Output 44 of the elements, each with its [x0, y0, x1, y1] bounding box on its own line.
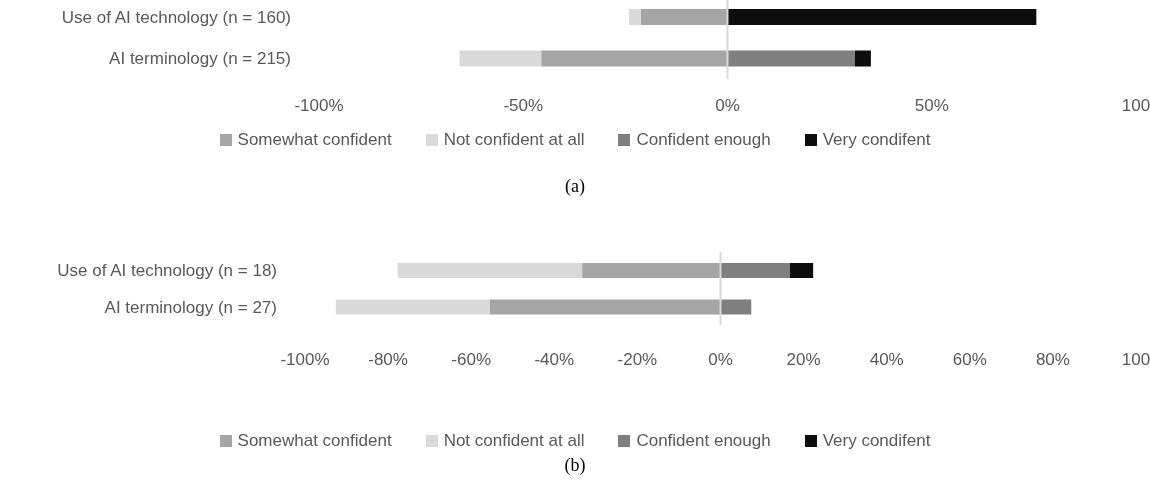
x-tick-label: -40% — [534, 350, 575, 370]
x-tick-label: 0% — [715, 96, 740, 116]
y-tick-label: Use of AI technology (n = 160) — [61, 7, 291, 27]
bar — [640, 9, 728, 25]
bar — [397, 263, 583, 278]
bar — [727, 50, 855, 67]
bar — [789, 263, 814, 278]
x-tick-label: -100% — [294, 96, 344, 116]
bar — [629, 9, 641, 25]
x-tick-label: 100 — [1121, 350, 1150, 370]
legend-label: Very condifent — [822, 431, 931, 451]
x-tick-label: -100% — [280, 350, 330, 370]
bar — [720, 263, 790, 278]
x-tick-label: -50% — [503, 96, 544, 116]
text: (a) — [564, 176, 586, 197]
x-tick-label: 50% — [914, 96, 949, 116]
x-tick-label: 40% — [869, 350, 904, 370]
x-tick-label: 60% — [952, 350, 987, 370]
x-tick-label: -80% — [368, 350, 408, 370]
y-tick-label: AI terminology (n = 215) — [109, 49, 291, 69]
text: (b) — [563, 455, 587, 476]
bar — [459, 50, 542, 67]
bar — [335, 299, 490, 315]
x-tick-label: 0% — [708, 350, 733, 370]
legend-label: Confident enough — [636, 130, 771, 150]
y-tick-label: AI terminology (n = 27) — [104, 297, 277, 317]
legend-label: Somewhat confident — [237, 130, 392, 150]
y-tick-label: Use of AI technology (n = 18) — [57, 261, 277, 281]
bar — [541, 50, 728, 67]
bar — [854, 50, 871, 67]
legend-label: Not confident at all — [443, 130, 585, 150]
bar — [720, 299, 752, 315]
x-tick-label: 80% — [1035, 350, 1070, 370]
x-tick-label: -60% — [451, 350, 492, 370]
legend-label: Not confident at all — [443, 431, 585, 451]
x-tick-label: 100 — [1121, 96, 1150, 116]
bar — [727, 9, 1037, 25]
x-tick-label: 20% — [786, 350, 821, 370]
legend-label: Somewhat confident — [237, 431, 392, 451]
legend-label: Confident enough — [636, 431, 771, 451]
bar — [489, 299, 721, 315]
legend-label: Very condifent — [822, 130, 931, 150]
x-tick-label: -20% — [617, 350, 658, 370]
bar — [582, 263, 721, 278]
